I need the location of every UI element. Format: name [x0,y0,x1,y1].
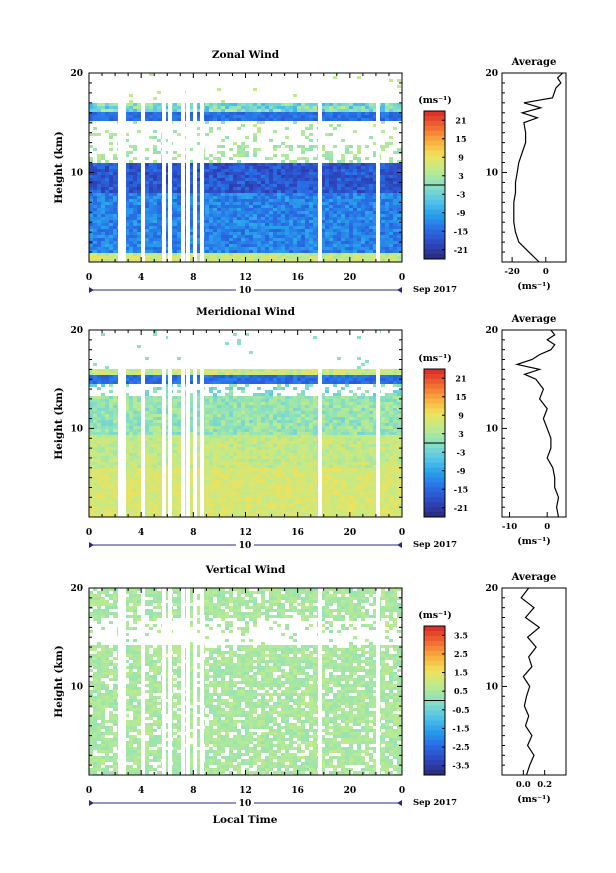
colorbar-tick-label: -3 [457,189,466,199]
average-title: Average [511,572,557,583]
day-label: 10 [239,799,252,809]
date-label: Sep 2017 [413,540,457,550]
colorbar-tick-label: -1.5 [452,723,469,733]
colorbar-tick-label: -21 [454,245,468,255]
y-tick-label: 10 [70,168,83,178]
units-label: (ms⁻¹) [418,610,452,621]
heatmap-vertical [89,588,402,775]
average-frame [501,72,567,263]
panel-meridional: Meridional Wind 0 4 8 12 16 20 0 10 20 Height (km)… [53,306,567,551]
colorbar-tick-label: -0.5 [452,705,469,715]
colorbar-tick-label: 21 [455,373,466,383]
avg-x-tick-label: 0 [543,267,549,277]
average-profile-line [514,329,560,518]
avg-x-tick-label: 0.2 [537,780,552,790]
colorbar-tick-label: -2.5 [452,742,469,752]
x-tick-label: 4 [138,786,144,796]
colorbar-tick-label: 9 [458,410,464,420]
avg-y-tick-label: 10 [485,682,498,692]
avg-y-tick-label: 20 [485,69,498,79]
colorbar-tick-label: 2.5 [454,649,468,659]
x-tick-label: 16 [291,528,304,538]
average-frame [501,587,567,776]
colorbar-tick-label: 3 [458,171,464,181]
avg-x-tick-label: 0 [544,522,550,532]
x-tick-label: 0 [399,786,405,796]
heatmap-zonal [89,73,402,262]
avg-units-label: (ms⁻¹) [517,281,551,292]
average-frame [501,329,567,518]
day-label: 10 [239,541,252,551]
panel-title: Meridional Wind [196,306,295,318]
units-label: (ms⁻¹) [418,95,452,106]
heatmap-meridional [89,330,402,517]
colorbar-tick-label: 21 [455,115,466,125]
colorbar-tick-label: -15 [454,226,468,236]
average-title: Average [511,314,557,325]
x-tick-label: 20 [344,528,357,538]
y-axis-label: Height (km) [53,387,65,459]
x-tick-label: 12 [239,528,252,538]
avg-units-label: (ms⁻¹) [517,794,551,805]
panel-title: Vertical Wind [205,564,286,576]
colorbar-tick-label: 0.5 [454,686,468,696]
y-tick-label: 20 [70,326,83,336]
x-tick-label: 8 [190,786,196,796]
x-tick-label: 0 [86,786,92,796]
colorbar-tick-label: -9 [457,466,466,476]
x-tick-label: 20 [344,273,357,283]
colorbar-tick-label: 9 [458,152,464,162]
avg-x-tick-label: -20 [504,267,519,277]
colorbar-tick-label: 15 [455,134,466,144]
x-tick-label: 0 [86,528,92,538]
x-tick-label: 0 [86,273,92,283]
avg-y-tick-label: 10 [485,168,498,178]
x-axis-label: Local Time [213,814,278,826]
panel-vertical: Vertical Wind 0 4 8 12 16 20 0 10 20 Height (km) 10… [53,564,567,809]
date-label: Sep 2017 [413,285,457,295]
average-profile-line [520,587,541,776]
colorbar-tick-label: -9 [457,208,466,218]
x-tick-label: 12 [239,786,252,796]
x-tick-label: 0 [399,273,405,283]
colorbar-tick-label: 15 [455,392,466,402]
average-profile-line [513,72,564,263]
avg-y-tick-label: 10 [485,424,498,434]
x-tick-label: 8 [190,528,196,538]
x-tick-label: 4 [138,528,144,538]
colorbar-tick-label: -21 [454,503,468,513]
avg-units-label: (ms⁻¹) [517,536,551,547]
x-tick-label: 16 [291,786,304,796]
x-tick-label: 0 [399,528,405,538]
colorbar-tick-label: 3 [458,429,464,439]
y-tick-label: 20 [70,69,83,79]
x-tick-label: 4 [138,273,144,283]
colorbar-tick-label: 3.5 [454,630,468,640]
x-tick-label: 12 [239,273,252,283]
colorbar-tick-label: 1.5 [454,668,468,678]
avg-x-tick-label: -10 [502,522,517,532]
y-tick-label: 20 [70,584,83,594]
panel-title: Zonal Wind [212,49,280,61]
average-title: Average [511,57,557,68]
y-tick-label: 10 [70,682,83,692]
x-tick-label: 16 [291,273,304,283]
y-axis-label: Height (km) [53,645,65,717]
day-label: 10 [239,286,252,296]
colorbar-tick-label: -3.5 [452,761,469,771]
panel-zonal: Zonal Wind 0 4 8 12 16 20 0 10 20 Height (km) 10 Sep… [53,49,567,296]
avg-y-tick-label: 20 [485,326,498,336]
x-tick-label: 20 [344,786,357,796]
colorbar-tick-label: -15 [454,484,468,494]
x-tick-label: 8 [190,273,196,283]
date-label: Sep 2017 [413,798,457,808]
avg-y-tick-label: 20 [485,584,498,594]
avg-x-tick-label: 0.0 [516,780,531,790]
units-label: (ms⁻¹) [418,353,452,364]
y-tick-label: 10 [70,424,83,434]
y-axis-label: Height (km) [53,131,65,203]
colorbar-tick-label: -3 [457,447,466,457]
